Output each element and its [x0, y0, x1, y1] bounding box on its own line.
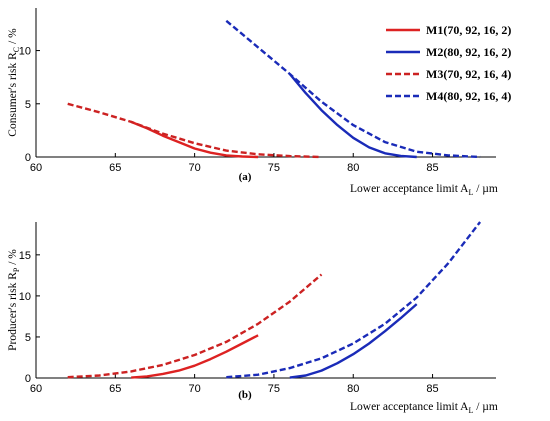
panel-label: (a)	[239, 171, 252, 183]
series-line-3	[67, 102, 322, 159]
y-axis-title: Consumer's risk RC / %	[7, 28, 21, 137]
y-tick-label: 5	[25, 99, 31, 111]
legend-label-4: M4(80, 92, 16, 4)	[426, 89, 511, 103]
x-axis-title-main: Lower acceptance limit A	[350, 183, 469, 195]
y-axis-title-main: Consumer's risk R	[7, 52, 19, 137]
panel-a-consumers-risk: 60 65 70 75 80 85 0 5 10 (a) Lower acceptance limi…	[7, 8, 498, 197]
x-tick-label: 70	[188, 162, 200, 174]
y-tick-label: 15	[19, 250, 31, 262]
series-line-4	[225, 19, 481, 159]
y-axis-title-unit: / %	[7, 28, 19, 47]
y-axis-title-sub: C	[12, 47, 21, 52]
x-tick-label: 80	[347, 162, 359, 174]
x-tick-label: 75	[268, 383, 280, 395]
x-axis-title: Lower acceptance limit AL / µm	[350, 401, 498, 415]
y-axis-title-unit: / %	[7, 249, 19, 268]
series-line-3	[67, 273, 323, 379]
series-line-1	[130, 120, 259, 159]
x-tick-label: 85	[426, 383, 438, 395]
panel-b-producers-risk: 60 65 70 75 80 85 0 5 10 15 (b) Lower acceptance li…	[7, 221, 498, 415]
y-tick-label: 0	[25, 152, 31, 164]
x-axis-title-unit: / µm	[473, 401, 498, 413]
panel-label: (b)	[238, 389, 252, 401]
x-tick-label: 85	[426, 162, 438, 174]
x-tick-label: 75	[268, 162, 280, 174]
y-tick-label: 0	[25, 373, 31, 385]
series-line-2	[289, 303, 418, 379]
y-tick-label: 10	[19, 46, 31, 58]
x-axis-title-sub: L	[468, 188, 473, 197]
x-axis-title-sub: L	[468, 406, 473, 415]
legend-label-3: M3(70, 92, 16, 4)	[426, 67, 511, 81]
y-axis-title-sub: P	[12, 267, 21, 272]
y-tick-label: 10	[19, 291, 31, 303]
series-line-1	[131, 334, 259, 379]
x-tick-label: 65	[109, 162, 121, 174]
y-axis-title-main: Producer's risk R	[7, 272, 19, 351]
x-tick-label: 80	[347, 383, 359, 395]
x-tick-label: 70	[188, 383, 200, 395]
y-axis-title: Producer's risk RP / %	[7, 249, 21, 351]
legend-label-2: M2(80, 92, 16, 2)	[426, 45, 511, 59]
legend-label-1: M1(70, 92, 16, 2)	[426, 23, 511, 37]
x-axis-title: Lower acceptance limit AL / µm	[350, 183, 498, 197]
x-axis-title-main: Lower acceptance limit A	[350, 401, 469, 413]
x-tick-label: 60	[30, 162, 42, 174]
x-tick-label: 65	[109, 383, 121, 395]
legend: M1(70, 92, 16, 2) M2(80, 92, 16, 2) M3(70,…	[386, 23, 511, 103]
x-tick-label: 60	[30, 383, 42, 395]
series-line-2	[288, 73, 417, 159]
y-tick-label: 5	[25, 332, 31, 344]
x-axis-title-unit: / µm	[473, 183, 498, 195]
